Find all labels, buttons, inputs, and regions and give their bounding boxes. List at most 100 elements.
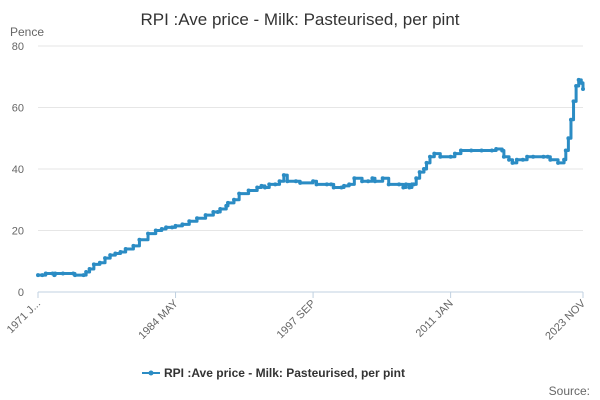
- data-point[interactable]: [225, 200, 230, 205]
- data-point[interactable]: [541, 154, 546, 159]
- data-point[interactable]: [103, 256, 108, 261]
- data-point[interactable]: [259, 183, 264, 188]
- data-point[interactable]: [180, 222, 185, 227]
- data-point[interactable]: [421, 167, 426, 171]
- data-point[interactable]: [329, 182, 334, 187]
- data-point[interactable]: [218, 206, 223, 211]
- data-point[interactable]: [137, 237, 142, 242]
- data-point[interactable]: [195, 216, 200, 221]
- data-point[interactable]: [520, 157, 525, 162]
- data-point[interactable]: [414, 176, 419, 181]
- data-point[interactable]: [53, 271, 58, 276]
- data-point[interactable]: [500, 148, 505, 153]
- data-point[interactable]: [159, 226, 164, 231]
- data-point[interactable]: [123, 246, 128, 251]
- data-point[interactable]: [568, 117, 573, 122]
- data-point[interactable]: [386, 182, 391, 187]
- legend[interactable]: RPI :Ave price - Milk: Pasteurised, per …: [142, 366, 405, 380]
- data-point[interactable]: [563, 148, 568, 153]
- data-point[interactable]: [566, 136, 571, 141]
- data-point[interactable]: [556, 160, 561, 165]
- data-point[interactable]: [273, 182, 278, 187]
- data-point[interactable]: [170, 225, 175, 230]
- data-point[interactable]: [548, 157, 553, 162]
- data-point[interactable]: [285, 179, 290, 184]
- data-point[interactable]: [525, 154, 530, 159]
- data-point[interactable]: [267, 182, 272, 187]
- data-point[interactable]: [72, 273, 77, 278]
- data-point[interactable]: [277, 179, 282, 184]
- data-point[interactable]: [324, 182, 329, 187]
- data-point[interactable]: [246, 188, 251, 193]
- data-point[interactable]: [417, 170, 422, 175]
- data-point[interactable]: [507, 157, 512, 162]
- data-point[interactable]: [262, 185, 267, 190]
- data-point[interactable]: [237, 191, 242, 196]
- data-point[interactable]: [452, 151, 457, 156]
- data-point[interactable]: [380, 176, 385, 181]
- data-point[interactable]: [432, 151, 437, 156]
- data-point[interactable]: [494, 147, 499, 152]
- data-point[interactable]: [91, 262, 96, 267]
- data-point[interactable]: [401, 185, 406, 190]
- data-point[interactable]: [407, 185, 412, 190]
- data-point[interactable]: [187, 219, 192, 224]
- data-point[interactable]: [97, 260, 102, 265]
- data-point[interactable]: [458, 148, 463, 153]
- data-point[interactable]: [164, 225, 169, 230]
- data-point[interactable]: [360, 179, 365, 184]
- data-point[interactable]: [342, 183, 347, 188]
- data-point[interactable]: [581, 87, 585, 92]
- data-point[interactable]: [231, 197, 236, 202]
- data-point[interactable]: [108, 253, 113, 258]
- data-point[interactable]: [153, 228, 158, 233]
- data-point[interactable]: [81, 273, 86, 278]
- data-point[interactable]: [43, 271, 48, 276]
- data-point[interactable]: [314, 182, 319, 187]
- data-point[interactable]: [397, 182, 402, 187]
- data-point[interactable]: [298, 180, 303, 185]
- data-point[interactable]: [514, 157, 519, 162]
- data-point[interactable]: [60, 271, 65, 276]
- data-point[interactable]: [352, 176, 357, 181]
- data-point[interactable]: [36, 273, 40, 278]
- data-point[interactable]: [211, 210, 216, 215]
- data-point[interactable]: [579, 80, 584, 85]
- data-point[interactable]: [562, 157, 567, 162]
- data-point[interactable]: [311, 179, 316, 184]
- data-point[interactable]: [146, 231, 151, 236]
- data-point[interactable]: [576, 77, 581, 82]
- data-point[interactable]: [87, 266, 92, 271]
- data-point[interactable]: [531, 154, 536, 159]
- data-point[interactable]: [40, 273, 45, 278]
- data-point[interactable]: [131, 243, 136, 248]
- data-point[interactable]: [403, 182, 408, 187]
- data-point[interactable]: [84, 270, 89, 275]
- data-point[interactable]: [173, 223, 178, 228]
- data-point[interactable]: [510, 160, 515, 165]
- data-point[interactable]: [118, 250, 123, 255]
- data-point[interactable]: [479, 148, 484, 153]
- data-point[interactable]: [113, 251, 118, 256]
- data-point[interactable]: [448, 154, 453, 159]
- data-point[interactable]: [255, 185, 260, 190]
- data-point[interactable]: [331, 185, 336, 190]
- data-point[interactable]: [411, 182, 416, 187]
- data-point[interactable]: [281, 173, 286, 178]
- data-point[interactable]: [438, 154, 443, 159]
- data-point[interactable]: [469, 148, 474, 153]
- data-point[interactable]: [293, 179, 298, 184]
- data-point[interactable]: [366, 179, 371, 184]
- data-point[interactable]: [571, 99, 576, 104]
- data-point[interactable]: [489, 148, 494, 153]
- data-point[interactable]: [545, 154, 550, 159]
- data-point[interactable]: [501, 154, 506, 159]
- data-point[interactable]: [215, 210, 220, 215]
- data-point[interactable]: [370, 176, 375, 181]
- data-point[interactable]: [424, 160, 429, 165]
- data-point[interactable]: [224, 203, 229, 208]
- data-point[interactable]: [574, 83, 579, 88]
- data-point[interactable]: [347, 182, 352, 187]
- data-point[interactable]: [203, 213, 208, 218]
- data-point[interactable]: [372, 179, 377, 184]
